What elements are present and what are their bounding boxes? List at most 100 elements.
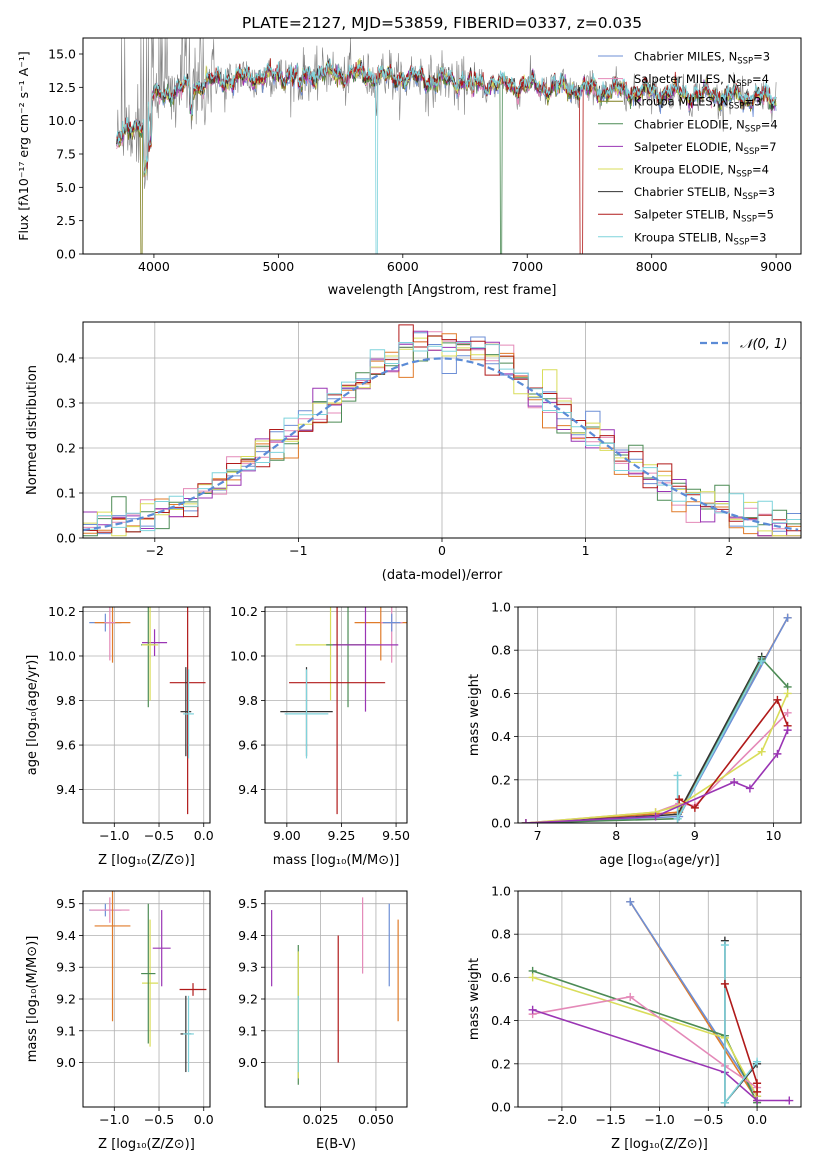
plus-marker (626, 897, 635, 906)
error-bar-point (141, 903, 156, 1044)
y-tick-label: 0.1 (56, 486, 76, 501)
y-axis-label: mass weight (467, 958, 482, 1040)
legend-entry: Chabrier STELIB, NSSP=3 (634, 185, 775, 202)
y-tick-label: 9.8 (238, 693, 258, 708)
legend-entry-value: =4 (752, 163, 769, 177)
y-tick-label: 15.0 (48, 47, 76, 62)
legend-entry: Salpeter MILES, NSSP=4 (634, 72, 769, 89)
legend-entry-name: Chabrier STELIB, N (634, 185, 742, 199)
plus-marker (673, 771, 682, 780)
y-tick-label: 9.2 (238, 992, 258, 1007)
plus-marker (626, 992, 635, 1001)
legend-entry-name: Salpeter MILES, N (634, 72, 736, 86)
histogram-step-line (83, 324, 801, 533)
legend-entry-value: =5 (757, 208, 774, 222)
normal-distribution-line (83, 357, 799, 532)
x-tick-label: 9.25 (328, 828, 356, 843)
y-tick-label: 10.0 (48, 113, 76, 128)
error-bar-point (289, 607, 386, 815)
y-tick-label: 9.0 (56, 1055, 76, 1070)
plus-marker (730, 777, 739, 786)
plus-marker (690, 803, 699, 812)
y-tick-label: 9.5 (56, 896, 76, 911)
plus-marker (651, 812, 660, 821)
plus-marker (753, 1087, 762, 1096)
legend-entry-value: =4 (761, 117, 778, 131)
plus-marker (720, 979, 729, 988)
legend-entry: Kroupa STELIB, NSSP=3 (634, 230, 766, 247)
x-tick-label: 4000 (138, 259, 170, 274)
plus-marker (675, 795, 684, 804)
plus-marker (773, 695, 782, 704)
x-axis-label: (data-model)/error (382, 568, 503, 583)
legend-entry-subscript: SSP (736, 79, 752, 89)
y-tick-label: 0.6 (491, 686, 511, 701)
x-tick-label: −2.0 (547, 1112, 577, 1127)
legend-entry: Chabrier MILES, NSSP=3 (634, 50, 770, 67)
mass-weight-line (525, 729, 789, 823)
legend-entry-name: Chabrier MILES, N (634, 50, 737, 64)
plot-area (271, 897, 399, 1085)
x-tick-label: −0.5 (144, 1112, 174, 1127)
y-tick-label: 1.0 (491, 600, 511, 615)
error-bar-point (142, 919, 159, 1047)
error-bar-point (152, 910, 171, 987)
y-tick-label: 0.4 (491, 729, 511, 744)
axes-frame (517, 890, 802, 1108)
x-tick-label: 0.0 (194, 1112, 214, 1127)
legend-entry-subscript: SSP (745, 124, 761, 134)
x-tick-label: 0.025 (303, 1112, 339, 1127)
plus-marker (528, 1005, 537, 1014)
error-bar-point (169, 607, 206, 815)
x-tick-label: 2 (725, 543, 733, 558)
y-tick-label: 0.0 (56, 531, 76, 546)
y-tick-label: 0.2 (491, 772, 511, 787)
plus-marker (783, 689, 792, 698)
error-bar-point (332, 607, 399, 712)
mass-vs-ebv-panel: 0.025 0.050 9.0 9.1 9.2 9.3 9.4 9.5 E(B-V) (238, 890, 408, 1152)
x-tick-label: 10 (766, 828, 782, 843)
legend-entry-subscript: SSP (734, 237, 750, 247)
axes-frame (264, 890, 408, 1108)
y-tick-label: 9.4 (56, 928, 76, 943)
plus-marker (783, 708, 792, 717)
y-tick-label: 0.3 (56, 396, 76, 411)
age-vs-mass-panel: 9.00 9.25 9.50 9.4 9.6 9.8 10.0 10.2 mass [log₁₀… (230, 604, 410, 868)
legend-entry: Kroupa MILES, NSSP=3 (634, 95, 761, 112)
plot-area (116, 38, 777, 254)
mass-weight-vs-metallicity-panel: −2.0 −1.5 −1.0 −0.5 0.0 0.0 0.2 0.4 0.6 0.8 1.0 Z [… (467, 884, 802, 1152)
mass-weight-line (525, 617, 789, 823)
x-tick-label: −1.0 (644, 1112, 674, 1127)
x-tick-label: −1.0 (99, 828, 129, 843)
plus-marker (783, 613, 792, 622)
chart-title: PLATE=2127, MJD=53859, FIBERID=0337, z=0… (242, 14, 642, 32)
y-tick-label: 5.0 (56, 180, 76, 195)
y-tick-label: 0.6 (491, 970, 511, 985)
legend-entry-value: =3 (753, 50, 770, 64)
legend-entry-value: =3 (758, 185, 775, 199)
plus-marker (753, 1057, 762, 1066)
plus-marker (521, 819, 530, 823)
model-spectrum-line (116, 58, 777, 254)
plot-area (83, 324, 801, 537)
legend-entry-value: =4 (752, 72, 769, 86)
y-tick-label: 9.6 (56, 738, 76, 753)
y-axis-label: age [log₁₀(age/yr)] (25, 655, 40, 776)
y-tick-label: 0.2 (491, 1056, 511, 1071)
y-tick-label: 9.0 (238, 1055, 258, 1070)
y-tick-label: 9.4 (238, 928, 258, 943)
legend-entry-name: Salpeter ELODIE, N (634, 140, 744, 154)
y-tick-label: 9.3 (56, 960, 76, 975)
y-tick-label: 0.2 (56, 441, 76, 456)
x-tick-label: −0.5 (693, 1112, 723, 1127)
x-axis-label: E(B-V) (316, 1137, 356, 1152)
plus-marker (757, 657, 766, 665)
x-axis-label: Z [log₁₀(Z/Z⊙)] (98, 853, 195, 868)
y-tick-label: 10.2 (48, 604, 76, 619)
axes-frame (82, 890, 211, 1108)
y-tick-label: 9.8 (56, 693, 76, 708)
error-bar-point (284, 669, 329, 759)
legend-entry-name: Kroupa STELIB, N (634, 230, 734, 244)
x-tick-label: 9.50 (382, 828, 410, 843)
x-axis-label: wavelength [Angstrom, rest frame] (328, 283, 557, 298)
